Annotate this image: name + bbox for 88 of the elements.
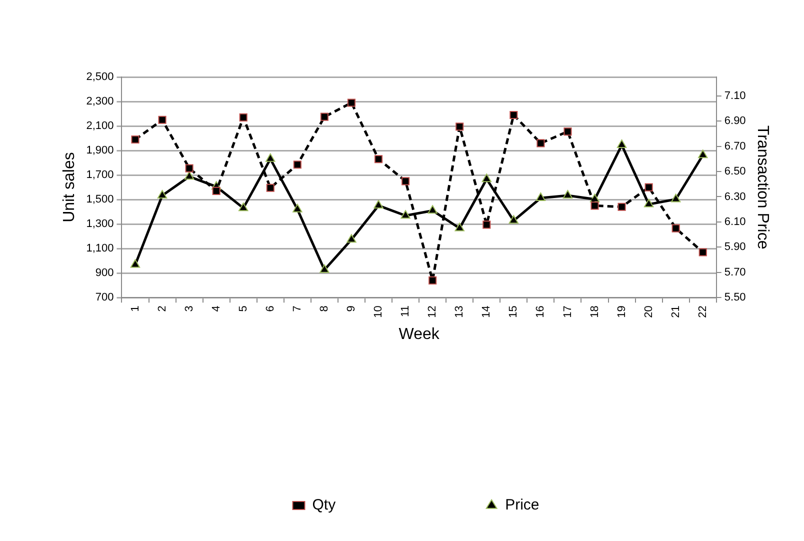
x-tick-label: 15 [508, 306, 520, 318]
x-tick-label: 2 [156, 306, 168, 312]
point [644, 183, 653, 192]
x-tick-label: 5 [237, 306, 250, 312]
point [698, 150, 708, 158]
point [482, 174, 492, 182]
point [508, 215, 518, 224]
y-tick-label: 2,100 [86, 120, 114, 132]
point [346, 234, 356, 243]
y2-tick-label: 6.90 [724, 115, 746, 128]
point [618, 202, 626, 211]
x-tick-label: 9 [346, 306, 358, 312]
point [644, 198, 654, 208]
point [130, 259, 140, 268]
point [562, 190, 573, 198]
point [698, 248, 707, 256]
x-tick-label: 19 [616, 306, 628, 318]
point [266, 153, 276, 162]
y-axis-title: Unit sales [61, 152, 78, 222]
x-tick-label: 8 [318, 306, 330, 312]
point [266, 184, 274, 192]
x-tick-label: 16 [534, 306, 547, 318]
y2-axis-title: Transaction Price [754, 125, 771, 250]
point [564, 127, 572, 136]
point [671, 194, 681, 202]
x-tick-label: 20 [642, 306, 655, 318]
point [238, 202, 248, 212]
x-tick-label: 4 [210, 306, 222, 312]
y-tick-label: 1,100 [86, 242, 114, 255]
y-tick-label: 2,300 [86, 96, 114, 108]
point [428, 276, 437, 284]
y2-tick-label: 7.10 [724, 90, 746, 102]
y-tick-label: 700 [95, 292, 114, 304]
x-tick-label: 22 [696, 306, 709, 318]
point [157, 190, 168, 198]
point [482, 220, 491, 229]
point [672, 224, 680, 232]
x-tick-label: 11 [400, 306, 412, 317]
x-tick-label: 18 [588, 306, 601, 318]
point [510, 110, 518, 120]
y-tick-label: 1,300 [86, 218, 114, 230]
legend-label: Price [505, 496, 540, 514]
point [374, 155, 383, 164]
point [590, 202, 599, 210]
x-tick-label: 13 [454, 306, 466, 318]
point [374, 200, 384, 209]
x-tick-label: 14 [480, 306, 493, 318]
y2-tick-label: 5.90 [724, 241, 746, 254]
point [456, 122, 464, 131]
point [320, 264, 330, 273]
y-tick-label: 1,500 [86, 194, 114, 206]
point [212, 186, 220, 195]
y2-tick-label: 6.50 [724, 166, 746, 178]
y2-tick-label: 6.70 [724, 140, 746, 152]
x-axis-title: Week [398, 326, 440, 343]
point [293, 160, 302, 169]
x-tick-label: 21 [670, 306, 682, 318]
y2-tick-label: 6.30 [724, 190, 746, 203]
x-tick-label: 6 [264, 306, 276, 312]
x-tick-label: 12 [426, 306, 439, 318]
x-tick-label: 3 [183, 306, 196, 312]
y2-tick-label: 5.70 [724, 266, 746, 278]
point [536, 192, 546, 201]
point [454, 222, 464, 232]
y-tick-label: 1,900 [86, 144, 114, 157]
y-tick-label: 900 [95, 267, 114, 280]
y-tick-label: 1,700 [86, 169, 114, 182]
y-tick-label: 2,500 [86, 71, 114, 84]
point [347, 98, 356, 107]
point [428, 205, 438, 214]
point [400, 210, 410, 219]
point [158, 116, 166, 124]
x-tick-label: 1 [129, 306, 142, 312]
x-tick-label: 7 [291, 306, 304, 312]
point [239, 113, 248, 122]
point [292, 204, 302, 212]
point [616, 140, 627, 148]
y2-tick-label: 6.10 [724, 216, 746, 228]
point [131, 135, 140, 144]
x-tick-label: 17 [562, 306, 574, 318]
legend-label: Qty [312, 496, 336, 514]
point [185, 164, 194, 172]
point [402, 177, 410, 186]
point [184, 171, 194, 180]
point [536, 139, 545, 148]
y2-tick-label: 5.50 [724, 292, 746, 304]
x-tick-label: 10 [372, 306, 385, 318]
point [320, 112, 328, 121]
